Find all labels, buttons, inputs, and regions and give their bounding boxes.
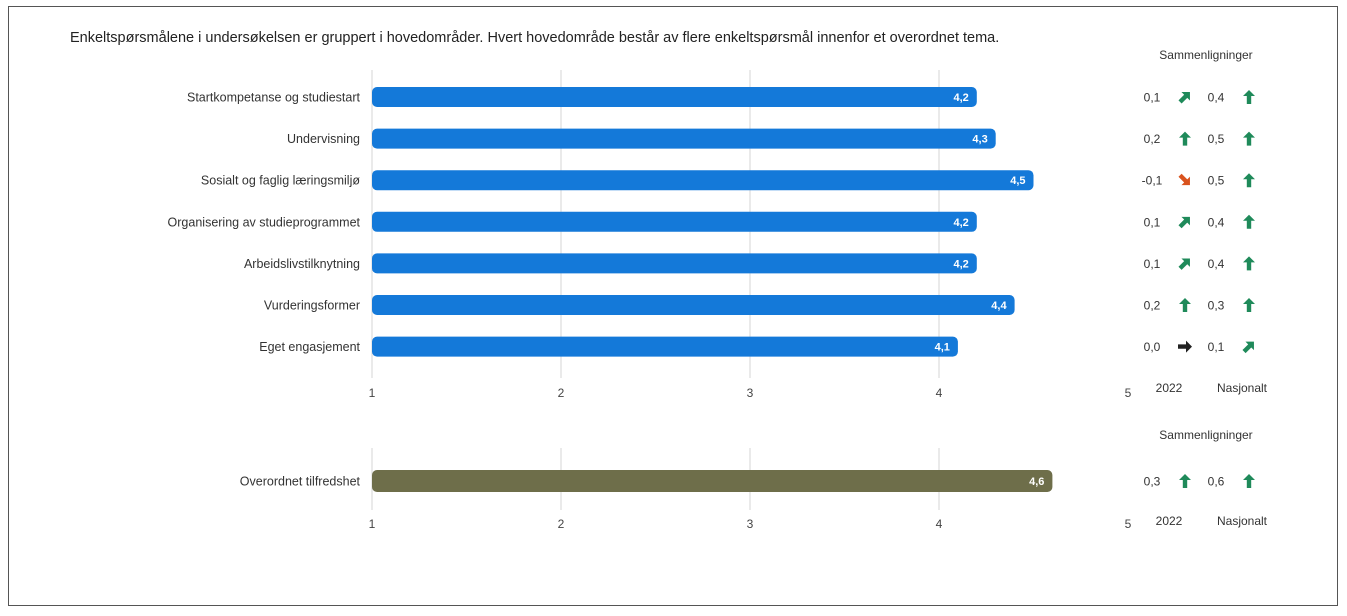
arrow-up-right-icon [1178, 258, 1190, 270]
comparisons-col-2022-0: 2022 [1156, 381, 1183, 395]
bar-value-label-0-2: 4,5 [1010, 175, 1025, 187]
category-label-0-4: Arbeidslivstilknytning [244, 257, 360, 271]
bar-value-label-0-3: 4,2 [954, 217, 969, 229]
comparison-value-1-0-0: 0,3 [1144, 475, 1161, 489]
tick-label-1-0: 1 [369, 517, 376, 531]
arrow-up-icon [1179, 474, 1191, 488]
category-label-0-3: Organisering av studieprogrammet [168, 215, 361, 229]
category-label-0-2: Sosialt og faglig læringsmiljø [201, 174, 360, 188]
comparison-value-0-6-1: 0,1 [1208, 340, 1225, 354]
comparison-value-0-3-0: 0,1 [1144, 215, 1161, 229]
comparison-value-0-5-0: 0,2 [1144, 299, 1161, 313]
bar-value-label-1-0: 4,6 [1029, 476, 1044, 488]
arrow-up-icon [1179, 131, 1191, 146]
arrow-right-icon [1178, 340, 1192, 353]
arrow-up-icon [1243, 173, 1255, 188]
tick-label-1-1: 2 [558, 517, 565, 531]
arrow-up-icon [1179, 298, 1191, 312]
bar-0-4 [372, 253, 977, 274]
comparison-value-0-4-1: 0,4 [1208, 257, 1225, 271]
bar-0-2 [372, 170, 1034, 191]
bar-0-6 [372, 336, 958, 357]
category-label-0-0: Startkompetanse og studiestart [187, 91, 361, 105]
arrow-down-right-icon [1178, 173, 1190, 186]
bar-0-1 [372, 128, 996, 149]
bar-value-label-0-5: 4,4 [991, 300, 1007, 312]
comparison-value-0-1-1: 0,5 [1208, 132, 1225, 146]
arrow-up-icon [1243, 90, 1255, 104]
comparisons-col-2022-1: 2022 [1156, 514, 1183, 528]
tick-label-1-4: 5 [1125, 517, 1132, 531]
bar-1-0 [372, 470, 1053, 492]
bar-0-0 [372, 87, 977, 107]
comparison-value-0-0-1: 0,4 [1208, 91, 1225, 105]
arrow-up-icon [1243, 214, 1255, 229]
bar-value-label-0-4: 4,2 [954, 258, 969, 270]
tick-label-1-2: 3 [747, 517, 754, 531]
comparisons-header-0: Sammenligninger [1159, 48, 1252, 62]
tick-label-0-0: 1 [369, 386, 376, 400]
bar-value-label-0-0: 4,2 [954, 92, 969, 104]
arrow-up-icon [1243, 474, 1255, 488]
tick-label-0-2: 3 [747, 386, 754, 400]
tick-label-0-3: 4 [936, 386, 943, 400]
comparison-value-0-4-0: 0,1 [1144, 257, 1161, 271]
comparison-value-0-3-1: 0,4 [1208, 215, 1225, 229]
bar-0-3 [372, 211, 977, 232]
arrow-up-right-icon [1178, 92, 1190, 104]
comparison-value-0-2-1: 0,5 [1208, 174, 1225, 188]
intro-text: Enkeltspørsmålene i undersøkelsen er gru… [70, 30, 1000, 46]
bar-value-label-0-6: 4,1 [935, 342, 950, 354]
comparisons-header-1: Sammenligninger [1159, 428, 1252, 442]
chart-frame [8, 6, 1338, 606]
arrow-up-right-icon [1178, 216, 1190, 229]
arrow-up-icon [1243, 131, 1255, 146]
category-label-0-1: Undervisning [287, 132, 360, 146]
arrow-up-icon [1243, 256, 1255, 271]
arrow-up-right-icon [1242, 341, 1254, 354]
bar-value-label-0-1: 4,3 [972, 134, 987, 146]
comparison-value-0-1-0: 0,2 [1144, 132, 1161, 146]
tick-label-0-4: 5 [1125, 386, 1132, 400]
comparison-value-1-0-1: 0,6 [1208, 475, 1225, 489]
category-label-1-0: Overordnet tilfredshet [240, 475, 361, 489]
arrow-up-icon [1243, 298, 1255, 312]
comparison-value-0-5-1: 0,3 [1208, 299, 1225, 313]
tick-label-1-3: 4 [936, 517, 943, 531]
bar-0-5 [372, 295, 1015, 315]
tick-label-0-1: 2 [558, 386, 565, 400]
category-label-0-6: Eget engasjement [259, 340, 360, 354]
comparison-value-0-0-0: 0,1 [1144, 91, 1161, 105]
comparison-value-0-6-0: 0,0 [1144, 340, 1161, 354]
comparison-value-0-2-0: -0,1 [1142, 174, 1163, 188]
comparisons-col-national-0: Nasjonalt [1217, 381, 1268, 395]
category-label-0-5: Vurderingsformer [264, 299, 360, 313]
comparisons-col-national-1: Nasjonalt [1217, 514, 1268, 528]
